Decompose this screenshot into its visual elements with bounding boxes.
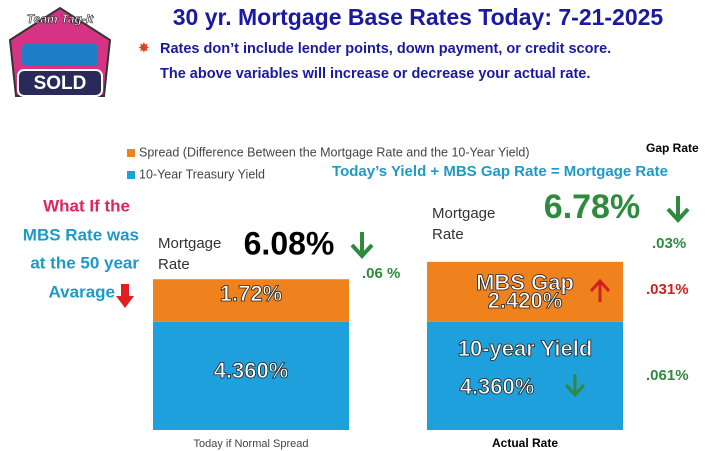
gap-rate-label: Gap Rate (646, 141, 699, 155)
change-label: .06 % (362, 265, 400, 282)
what-if-line: Avarage (49, 282, 115, 301)
legend-label: 10-Year Treasury Yield (139, 167, 265, 181)
down-arrow (350, 232, 374, 259)
logo: Team Tag-It SOLD (8, 6, 112, 97)
bar-segment (427, 261, 623, 322)
mortgage-rate-label: Rate (432, 226, 464, 243)
bar-segment (427, 321, 623, 430)
mortgage-rate-label: Rate (158, 256, 190, 273)
formula: Today’s Yield + MBS Gap Rate = Mortgage … (332, 163, 668, 180)
bar-segment (153, 321, 349, 430)
note: The above variables will increase or dec… (160, 66, 590, 82)
change-label: .061% (646, 367, 689, 384)
down-arrow (564, 374, 586, 398)
change-label: .031% (646, 281, 689, 298)
what-if: What If the MBS Rate was at the 50 year … (23, 196, 140, 301)
value-label: 1.72% (220, 281, 282, 306)
total-rate: 6.78% (544, 188, 640, 226)
total-rate: 6.08% (244, 225, 335, 261)
down-arrow (116, 284, 134, 308)
note: Rates don’t include lender points, down … (160, 41, 611, 57)
logo-bottom: SOLD (34, 73, 87, 94)
what-if-line: What If the (43, 196, 130, 215)
mortgage-rate-label: Mortgage (432, 205, 495, 222)
legend-swatch (127, 149, 135, 157)
logo-top: Team Tag-It (27, 12, 94, 26)
segment-caption: 10-year Yield (458, 336, 593, 361)
legend-label: Spread (Difference Between the Mortgage … (139, 145, 530, 159)
what-if-line: MBS Rate was (23, 225, 139, 244)
segment-caption: MBS Gap (476, 270, 574, 295)
down-arrow (666, 196, 690, 223)
value-label: 4.360% (460, 374, 535, 399)
what-if-line: at the 50 year (30, 253, 139, 272)
value-label: 2.420% (488, 288, 563, 313)
legend-swatch (127, 171, 135, 179)
chart-title: 30 yr. Mortgage Base Rates Today: 7-21-2… (173, 4, 664, 30)
x-tick-label: Today if Normal Spread (194, 438, 309, 450)
x-tick-label: Actual Rate (492, 436, 558, 450)
mortgage-rate-label: Mortgage (158, 235, 221, 252)
up-arrow (589, 278, 611, 302)
burst-icon: ✸ (138, 40, 150, 56)
change-label: .03% (652, 235, 686, 252)
value-label: 4.360% (214, 358, 289, 383)
bar-segment (153, 279, 349, 322)
